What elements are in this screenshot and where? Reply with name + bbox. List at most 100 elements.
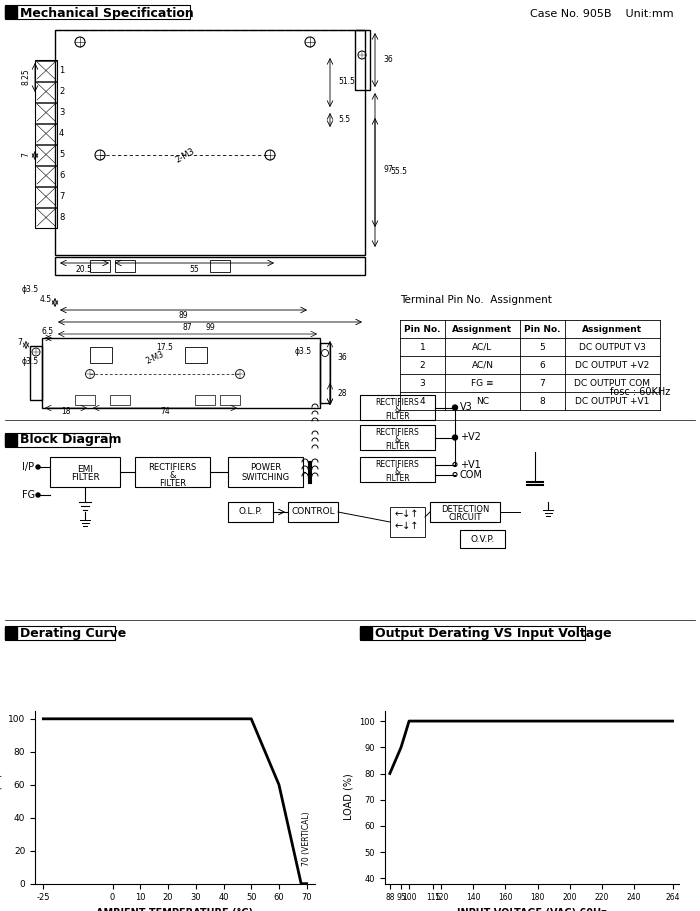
Bar <box>90 260 110 272</box>
Text: RECTIFIERS: RECTIFIERS <box>376 398 419 407</box>
Bar <box>360 425 435 450</box>
Bar <box>50 457 120 487</box>
Text: Output Derating VS Input Voltage: Output Derating VS Input Voltage <box>375 627 612 640</box>
Bar <box>355 30 370 90</box>
Text: AC/N: AC/N <box>472 361 493 370</box>
Text: Mechanical Specification: Mechanical Specification <box>20 7 194 21</box>
Bar <box>75 395 95 405</box>
Text: &: & <box>169 470 176 479</box>
Text: 89: 89 <box>178 311 188 320</box>
Circle shape <box>36 465 40 469</box>
Text: 51.5: 51.5 <box>338 77 355 87</box>
Text: 87: 87 <box>182 323 192 332</box>
Text: 99: 99 <box>205 323 215 332</box>
Text: 6: 6 <box>540 361 545 370</box>
Bar <box>35 187 57 207</box>
Text: ϕ3.5: ϕ3.5 <box>22 284 39 293</box>
Bar <box>195 395 215 405</box>
Text: 74: 74 <box>160 407 170 416</box>
Text: +V1: +V1 <box>460 459 481 469</box>
Circle shape <box>452 405 458 410</box>
Text: FILTER: FILTER <box>385 474 410 483</box>
Text: 28: 28 <box>337 390 346 398</box>
Text: AC/L: AC/L <box>473 343 493 352</box>
Text: 17.5: 17.5 <box>157 343 174 352</box>
Text: 7: 7 <box>540 378 545 387</box>
Bar <box>110 395 130 405</box>
Text: ϕ3.5: ϕ3.5 <box>295 347 312 356</box>
Bar <box>5 626 115 640</box>
Bar <box>35 166 57 186</box>
Bar <box>35 208 57 228</box>
Text: Case No. 905B    Unit:mm: Case No. 905B Unit:mm <box>530 9 673 19</box>
Text: DC OUTPUT +V2: DC OUTPUT +V2 <box>575 361 650 370</box>
Text: Pin No.: Pin No. <box>524 324 561 333</box>
Bar <box>5 6 17 18</box>
Bar <box>5 434 17 446</box>
Text: 6.5: 6.5 <box>42 327 54 336</box>
Text: 2-M3: 2-M3 <box>174 147 196 165</box>
Text: Derating Curve: Derating Curve <box>20 627 126 640</box>
Text: Block Diagram: Block Diagram <box>20 434 122 446</box>
Text: 6: 6 <box>59 171 64 180</box>
Text: O.V.P.: O.V.P. <box>470 535 495 544</box>
Text: ←↓↑: ←↓↑ <box>395 521 419 531</box>
Bar <box>360 395 435 420</box>
Bar <box>460 530 505 548</box>
Text: 36: 36 <box>337 353 346 363</box>
Bar <box>35 82 57 102</box>
Bar <box>390 507 425 537</box>
Text: 18: 18 <box>62 407 71 416</box>
Text: FILTER: FILTER <box>385 442 410 451</box>
Text: Pin No.: Pin No. <box>405 324 441 333</box>
Text: Assignment: Assignment <box>582 324 643 333</box>
Text: &: & <box>395 435 400 444</box>
Text: FILTER: FILTER <box>71 473 99 482</box>
Bar <box>135 457 210 487</box>
Text: 4: 4 <box>420 396 426 405</box>
Circle shape <box>452 435 458 440</box>
Text: +V2: +V2 <box>460 433 481 443</box>
Text: &: & <box>395 467 400 476</box>
Text: COM: COM <box>460 469 483 479</box>
Text: 8: 8 <box>540 396 545 405</box>
Text: 5.5: 5.5 <box>338 116 350 125</box>
Text: 8: 8 <box>59 213 64 222</box>
Text: 36: 36 <box>383 56 393 65</box>
Bar <box>35 124 57 144</box>
Text: 97: 97 <box>383 166 393 175</box>
Bar <box>5 5 190 19</box>
Text: 7: 7 <box>22 152 31 158</box>
Bar <box>35 145 57 165</box>
Text: 4: 4 <box>59 129 64 138</box>
Text: 2-M3: 2-M3 <box>144 350 165 366</box>
Text: FILTER: FILTER <box>385 412 410 421</box>
Text: RECTIFIERS: RECTIFIERS <box>376 428 419 437</box>
Text: RECTIFIERS: RECTIFIERS <box>376 460 419 469</box>
Y-axis label: LOAD (%): LOAD (%) <box>0 773 3 821</box>
Bar <box>55 257 365 275</box>
Text: 55: 55 <box>189 265 199 274</box>
Text: &: & <box>395 405 400 414</box>
X-axis label: AMBIENT TEMPERATURE (°C): AMBIENT TEMPERATURE (°C) <box>97 908 253 911</box>
Bar <box>185 347 207 363</box>
Text: FG ≡: FG ≡ <box>471 378 493 387</box>
Text: 8.25: 8.25 <box>22 68 31 86</box>
Text: EMI: EMI <box>77 465 93 474</box>
Text: 3: 3 <box>59 108 64 117</box>
Text: ←↓↑: ←↓↑ <box>395 509 419 519</box>
Bar <box>42 338 320 408</box>
Text: Assignment: Assignment <box>452 324 512 333</box>
Bar <box>5 627 17 639</box>
Bar <box>35 103 57 123</box>
Text: CIRCUIT: CIRCUIT <box>448 513 482 521</box>
Text: FILTER: FILTER <box>159 478 186 487</box>
Bar <box>90 347 112 363</box>
Text: ϕ3.5: ϕ3.5 <box>22 357 39 366</box>
Text: 7: 7 <box>59 192 64 201</box>
Bar <box>360 626 585 640</box>
Bar <box>228 457 303 487</box>
Text: O.L.P.: O.L.P. <box>239 507 262 517</box>
Bar <box>35 60 57 228</box>
Text: fosc : 60KHz: fosc : 60KHz <box>610 387 671 397</box>
